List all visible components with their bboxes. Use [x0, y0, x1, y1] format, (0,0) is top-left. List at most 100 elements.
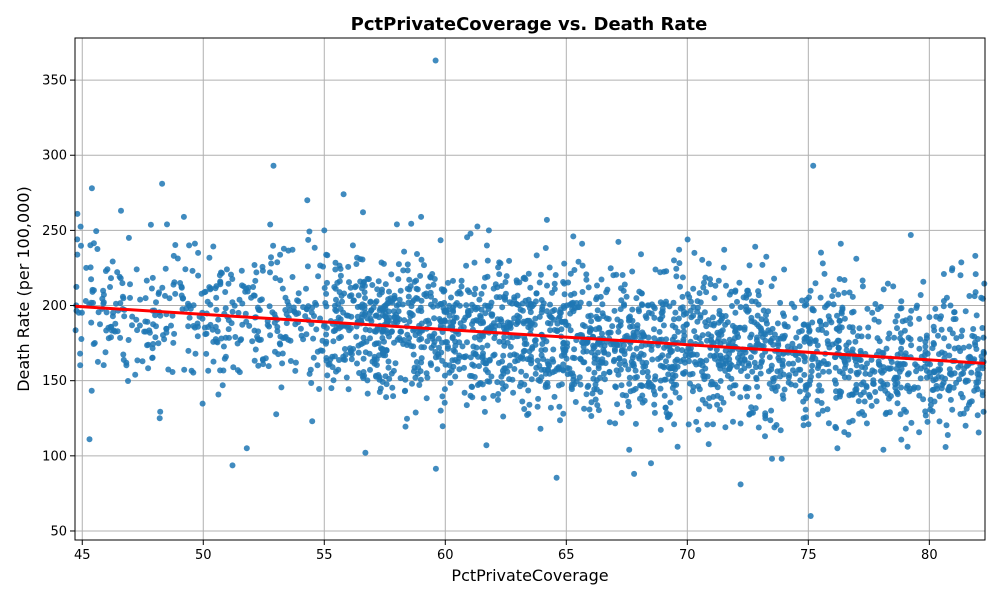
- data-point: [540, 300, 547, 307]
- data-point: [544, 320, 551, 326]
- data-point: [266, 323, 272, 330]
- data-point: [500, 352, 507, 359]
- data-point: [645, 373, 652, 380]
- data-point: [514, 357, 521, 364]
- data-point: [576, 374, 583, 381]
- data-point: [767, 417, 774, 424]
- data-point: [544, 367, 551, 374]
- data-point: [451, 314, 458, 321]
- data-point: [246, 322, 253, 329]
- data-point: [551, 307, 558, 313]
- data-point: [546, 264, 553, 271]
- data-point: [671, 316, 677, 323]
- data-point: [78, 242, 84, 249]
- data-point: [279, 350, 286, 357]
- data-point: [694, 318, 701, 325]
- data-point: [820, 358, 827, 365]
- data-point: [125, 378, 131, 384]
- data-point: [705, 441, 712, 448]
- data-point: [404, 415, 410, 422]
- data-point: [108, 275, 114, 282]
- data-point: [155, 340, 162, 347]
- data-point: [372, 328, 379, 335]
- data-point: [872, 389, 879, 395]
- data-point: [114, 269, 121, 276]
- data-point: [760, 343, 767, 350]
- data-point: [615, 371, 622, 378]
- data-point: [520, 348, 527, 355]
- data-point: [841, 289, 848, 296]
- data-point: [936, 418, 943, 425]
- data-point: [946, 352, 953, 359]
- data-point: [846, 289, 853, 296]
- data-point: [404, 342, 410, 348]
- data-point: [484, 378, 491, 385]
- data-point: [901, 361, 908, 368]
- data-point: [937, 315, 943, 322]
- data-point: [74, 210, 81, 217]
- data-point: [638, 332, 645, 339]
- data-point: [430, 281, 437, 288]
- data-point: [283, 320, 290, 327]
- data-point: [953, 335, 960, 342]
- data-point: [568, 386, 575, 393]
- data-point: [172, 290, 179, 297]
- data-point: [287, 337, 294, 344]
- data-point: [402, 376, 409, 383]
- data-point: [185, 347, 192, 354]
- data-point: [156, 415, 163, 422]
- data-point: [711, 295, 718, 302]
- data-point: [768, 366, 775, 373]
- data-point: [716, 406, 723, 413]
- data-point: [215, 316, 222, 323]
- data-point: [722, 424, 729, 431]
- data-point: [930, 369, 937, 376]
- data-point: [920, 396, 927, 403]
- data-point: [259, 356, 266, 363]
- data-point: [490, 392, 497, 399]
- data-point: [894, 351, 901, 358]
- data-point: [930, 386, 937, 393]
- data-point: [593, 386, 600, 393]
- data-point: [951, 309, 958, 316]
- data-point: [861, 398, 868, 405]
- data-point: [922, 343, 929, 350]
- data-point: [225, 280, 232, 287]
- data-point: [751, 359, 758, 366]
- data-point: [752, 405, 759, 412]
- data-point: [478, 290, 485, 297]
- data-point: [763, 253, 770, 260]
- data-point: [359, 311, 366, 318]
- x-tick-label: 70: [679, 548, 696, 563]
- data-point: [195, 272, 202, 279]
- data-point: [258, 296, 265, 303]
- data-point: [707, 281, 714, 288]
- data-point: [93, 228, 100, 235]
- data-point: [373, 340, 380, 347]
- data-point: [73, 283, 80, 290]
- data-point: [714, 401, 721, 408]
- data-point: [283, 311, 290, 318]
- data-point: [789, 340, 796, 347]
- data-point: [471, 291, 478, 298]
- data-point: [853, 369, 860, 376]
- data-point: [192, 350, 199, 357]
- data-point: [957, 348, 964, 355]
- data-point: [256, 307, 263, 314]
- data-point: [946, 366, 953, 373]
- data-point: [710, 322, 717, 329]
- data-point: [353, 283, 359, 290]
- data-point: [710, 421, 716, 428]
- data-point: [551, 280, 558, 287]
- data-point: [452, 373, 459, 380]
- data-point: [830, 287, 837, 294]
- data-point: [268, 254, 274, 261]
- data-point: [846, 392, 853, 399]
- x-tick-label: 55: [316, 548, 333, 563]
- data-point: [944, 432, 951, 438]
- data-point: [421, 291, 428, 298]
- y-tick-label: 100: [42, 449, 67, 464]
- data-point: [704, 337, 710, 344]
- data-point: [958, 333, 965, 340]
- data-point: [358, 285, 365, 292]
